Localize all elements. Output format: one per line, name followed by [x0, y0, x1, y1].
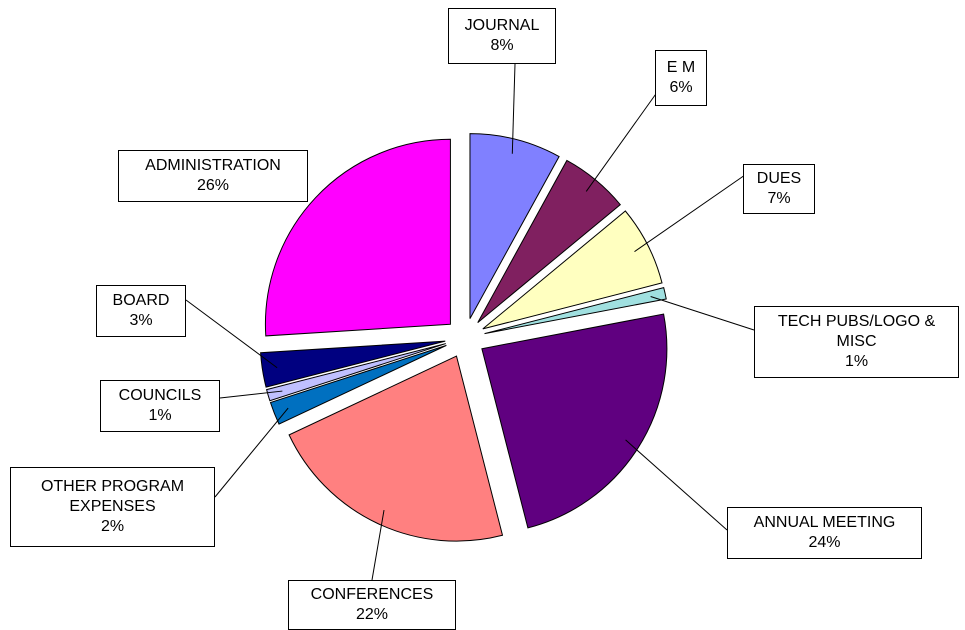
- slice-name: TECH PUBS/LOGO & MISC: [777, 313, 936, 350]
- leader-line: [214, 407, 289, 498]
- pie-slice: [481, 313, 668, 529]
- slice-name: OTHER PROGRAM EXPENSES: [40, 478, 185, 515]
- leader-line: [219, 390, 283, 399]
- pie-slice: [477, 159, 621, 323]
- leader-line: [371, 510, 385, 581]
- slice-percent: 1%: [844, 353, 869, 370]
- leader-line: [625, 439, 728, 531]
- slice-percent: 22%: [355, 606, 389, 623]
- slice-percent: 8%: [490, 37, 514, 54]
- slice-name: ADMINISTRATION: [145, 157, 281, 174]
- slice-name: ANNUAL MEETING: [753, 514, 896, 531]
- slice-name: BOARD: [112, 292, 170, 309]
- slice-label: E M 6%: [655, 50, 707, 106]
- slice-label: TECH PUBS/LOGO & MISC 1%: [754, 306, 959, 378]
- slice-percent: 2%: [100, 518, 125, 535]
- leader-line: [650, 296, 755, 331]
- slice-percent: 24%: [808, 534, 841, 551]
- slice-label: COUNCILS 1%: [100, 380, 220, 432]
- slice-label: ANNUAL MEETING 24%: [727, 507, 922, 559]
- pie-slice: [265, 343, 446, 402]
- slice-percent: 6%: [669, 79, 693, 96]
- slice-percent: 3%: [129, 312, 153, 329]
- slice-label: ADMINISTRATION 26%: [118, 150, 308, 202]
- pie-slice: [288, 355, 504, 542]
- slice-name: CONFERENCES: [310, 586, 434, 603]
- slice-name: DUES: [756, 170, 802, 187]
- slice-label: BOARD 3%: [96, 285, 186, 337]
- slice-percent: 1%: [148, 407, 172, 424]
- pie-slice: [264, 138, 451, 337]
- pie-slice: [482, 210, 663, 330]
- slice-name: COUNCILS: [118, 387, 202, 404]
- slice-label: JOURNAL 8%: [448, 8, 556, 64]
- leader-line: [185, 299, 278, 369]
- pie-slice: [469, 133, 560, 319]
- slice-label: DUES 7%: [743, 164, 815, 214]
- leader-line: [511, 63, 516, 154]
- pie-slice: [269, 344, 447, 425]
- slice-label: OTHER PROGRAM EXPENSES 2%: [10, 467, 215, 547]
- slice-label: CONFERENCES 22%: [288, 580, 456, 630]
- slice-percent: 26%: [196, 177, 230, 194]
- slice-name: JOURNAL: [464, 17, 540, 34]
- pie-slice: [260, 340, 446, 388]
- leader-line: [634, 174, 746, 253]
- pie-slice: [484, 287, 667, 335]
- slice-percent: 7%: [767, 190, 791, 207]
- slice-name: E M: [666, 59, 696, 76]
